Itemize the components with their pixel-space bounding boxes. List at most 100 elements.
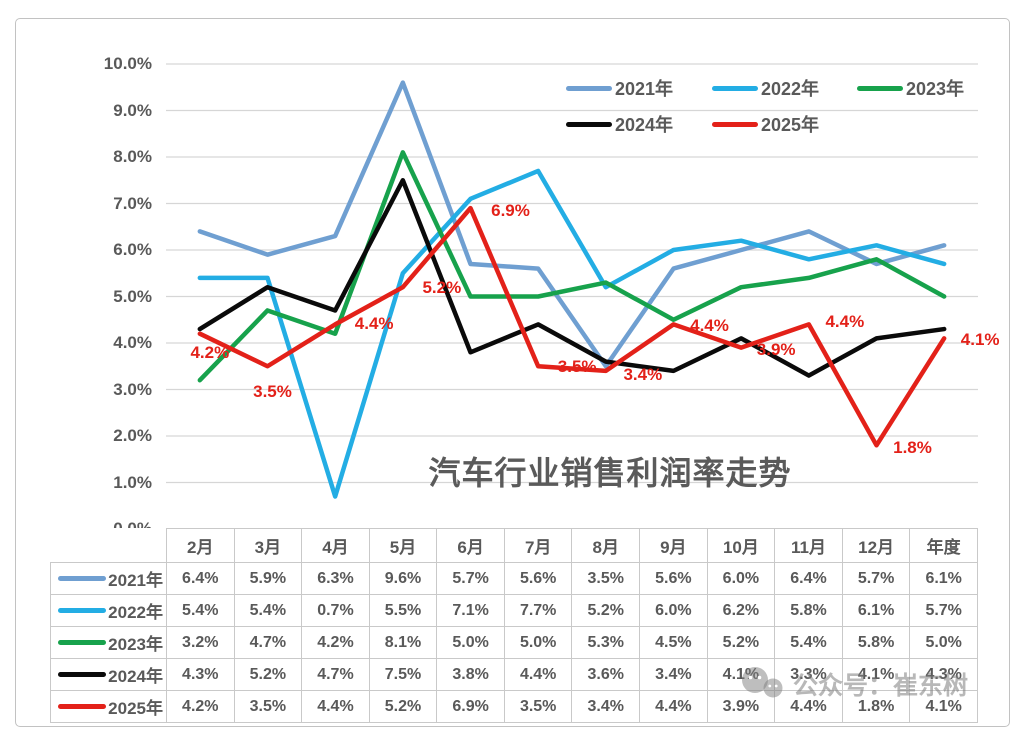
legend-label: 2025年 (761, 115, 820, 135)
table-cell: 1.8% (841, 690, 911, 723)
table-cell: 3.8% (436, 658, 505, 691)
data-label-2025-3月: 3.5% (253, 382, 292, 402)
table-cell: 5.4% (166, 594, 235, 627)
legend-line-swatch (566, 121, 612, 127)
table-row-2023: 2023年 3.2% 4.7% 4.2% 8.1% 5.0% 5.0% 5.3% 4.5% 5.2… (50, 626, 978, 659)
data-label-2025-9月: 4.4% (690, 316, 729, 336)
row-legend-line (58, 640, 107, 645)
table-cell: 0.7% (301, 594, 370, 627)
table-cell: 5.6% (639, 562, 708, 595)
table-cell: 6.4% (774, 562, 843, 595)
table-cell: 4.2% (301, 626, 370, 659)
table-row-2024: 2024年 4.3% 5.2% 4.7% 7.5% 3.8% 4.4% 3.6% 3.4% 4.1… (50, 658, 978, 691)
table-cell: 4.2% (166, 690, 235, 723)
table-cell: 5.5% (368, 594, 438, 627)
row-legend-label: 2023年 (108, 635, 163, 654)
row-legend-label: 2024年 (108, 667, 163, 686)
legend-line-swatch (566, 85, 612, 91)
table-row-header-2023: 2023年 (50, 626, 167, 659)
data-label-2025-8月: 3.4% (623, 364, 663, 384)
data-label-2025-12月: 1.8% (893, 438, 932, 458)
table-cell: 3.2% (166, 626, 235, 659)
table-cell: 5.0% (436, 626, 505, 659)
table-header-cell: 4月 (301, 528, 370, 563)
y-tick-label: 5.0% (113, 286, 152, 306)
row-legend-label: 2025年 (108, 699, 163, 718)
y-tick-label: 9.0% (113, 100, 152, 120)
table-cell: 4.1% (909, 690, 978, 723)
legend-label: 2021年 (615, 79, 674, 99)
table-header-cell: 7月 (503, 528, 573, 563)
legend-label: 2024年 (615, 115, 674, 135)
table-cell: 4.4% (301, 690, 370, 723)
legend-item-2022: 2022年 (712, 78, 820, 99)
table-cell: 5.3% (571, 626, 641, 659)
row-legend-label: 2022年 (108, 603, 163, 622)
table-cell: 7.5% (368, 658, 438, 691)
table-row-header-2024: 2024年 (50, 658, 167, 691)
table-header-cell: 2月 (166, 528, 235, 563)
table-cell: 6.4% (166, 562, 235, 595)
table-corner-cell (51, 529, 167, 563)
y-tick-label: 7.0% (113, 193, 152, 213)
table-cell: 6.0% (639, 594, 708, 627)
table-cell: 4.3% (909, 658, 978, 691)
table-row-2021: 2021年 6.4% 5.9% 6.3% 9.6% 5.7% 5.6% 3.5% 5.6% 6.0… (50, 562, 978, 595)
table-cell: 3.4% (571, 690, 641, 723)
y-tick-label: 2.0% (113, 426, 152, 445)
legend-line-swatch (712, 121, 758, 127)
data-label-2025-10月: 3.9% (756, 339, 796, 359)
series-line-2022 (197, 168, 947, 499)
table-cell: 6.0% (706, 562, 776, 595)
table-cell: 6.2% (706, 594, 776, 627)
data-label-2025-2月: 4.2% (190, 342, 230, 362)
table-cell: 6.1% (909, 562, 978, 595)
y-tick-label: 6.0% (113, 240, 152, 259)
table-cell: 5.4% (233, 594, 303, 627)
y-tick-label: 10.0% (103, 54, 152, 73)
y-tick-label: 4.0% (113, 333, 152, 352)
table-cell: 3.5% (233, 690, 303, 723)
legend-item-2023: 2023年 (857, 78, 964, 99)
series-line-2025 (197, 205, 947, 448)
legend-item-2021: 2021年 (566, 78, 674, 99)
table-row-2022: 2022年 5.4% 5.4% 0.7% 5.5% 7.1% 7.7% 5.2% 6.0% 6.2… (50, 594, 978, 627)
table-row-header-2021: 2021年 (50, 562, 167, 595)
table-cell: 3.5% (571, 562, 641, 595)
chart-title: 汽车行业销售利润率走势 (428, 455, 792, 491)
table-cell: 3.4% (639, 658, 708, 691)
table-cell: 4.7% (301, 658, 370, 691)
series-line-2021 (197, 80, 947, 369)
table-cell: 5.0% (909, 626, 978, 659)
data-label-2025-7月: 3.5% (557, 357, 597, 377)
table-cell: 4.4% (639, 690, 708, 723)
table-cell: 5.7% (436, 562, 505, 595)
data-label-2025-5月: 5.2% (422, 278, 462, 298)
table-header-cell: 8月 (571, 528, 641, 563)
table-cell: 5.2% (571, 594, 641, 627)
table-cell: 4.1% (706, 658, 776, 691)
table-cell: 7.1% (436, 594, 505, 627)
table-cell: 3.5% (503, 690, 573, 723)
table-cell: 5.0% (503, 626, 573, 659)
legend-item-2024: 2024年 (566, 114, 674, 135)
data-label-2025-年度: 4.1% (960, 330, 1000, 350)
data-table: 2月 3月 4月 5月 6月 7月 8月 9月 10月 11月 12月 年度 2021年 6.4% 5.9%… (50, 528, 978, 723)
table-header-cell: 5月 (368, 528, 438, 563)
table-cell: 7.7% (503, 594, 573, 627)
data-label-2025-11月: 4.4% (825, 312, 865, 332)
table-header-cell: 10月 (706, 528, 776, 563)
legend-line-swatch (857, 85, 903, 91)
table-row-header-2025: 2025年 (50, 690, 167, 723)
table-cell: 4.5% (639, 626, 708, 659)
data-label-2025-4月: 4.4% (354, 314, 394, 334)
y-tick-label: 1.0% (113, 472, 152, 492)
table-header-row: 2月 3月 4月 5月 6月 7月 8月 9月 10月 11月 12月 年度 (51, 528, 978, 563)
table-cell: 4.4% (774, 690, 843, 723)
table-cell: 4.4% (503, 658, 573, 691)
table-cell: 5.2% (706, 626, 776, 659)
legend-label: 2022年 (761, 79, 820, 99)
legend-item-2025: 2025年 (712, 114, 820, 135)
table-cell: 5.8% (841, 626, 911, 659)
